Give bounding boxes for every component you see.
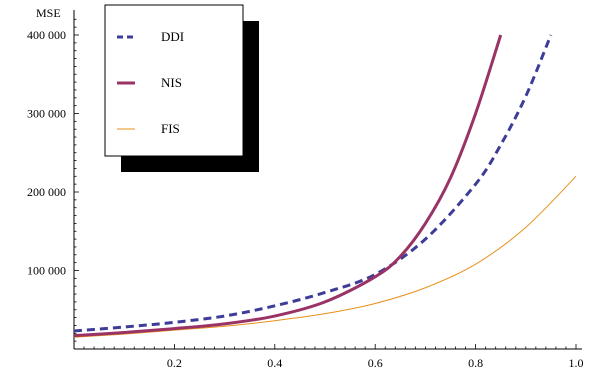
x-tick-label: 1.0 bbox=[569, 356, 584, 370]
legend-box bbox=[104, 4, 244, 157]
series-line-ddi bbox=[73, 34, 553, 333]
y-tick-label: 300 000 bbox=[27, 107, 66, 121]
legend-label-ddi: DDI bbox=[161, 29, 184, 44]
y-axis-label: MSE bbox=[36, 6, 61, 20]
y-tick-label: 100 000 bbox=[27, 264, 66, 278]
legend-label-fis: FIS bbox=[161, 121, 180, 136]
x-tick-label: 0.4 bbox=[267, 356, 282, 370]
x-tick-label: 0.6 bbox=[368, 356, 383, 370]
legend-label-nis: NIS bbox=[161, 75, 182, 90]
x-tick-label: 0.8 bbox=[468, 356, 483, 370]
legend: DDI NIS FIS bbox=[104, 4, 259, 172]
x-tick-label: 0.2 bbox=[167, 356, 182, 370]
x-axis-ticks: 0.2 0.4 0.6 0.8 1.0 bbox=[83, 344, 584, 370]
y-tick-label: 400 000 bbox=[27, 28, 66, 42]
series-line-fis bbox=[73, 175, 577, 338]
y-axis-ticks: 100 000 200 000 300 000 400 000 bbox=[27, 18, 79, 342]
series-line-nis bbox=[73, 34, 503, 338]
y-tick-label: 200 000 bbox=[27, 185, 66, 199]
series-lines bbox=[73, 34, 577, 338]
